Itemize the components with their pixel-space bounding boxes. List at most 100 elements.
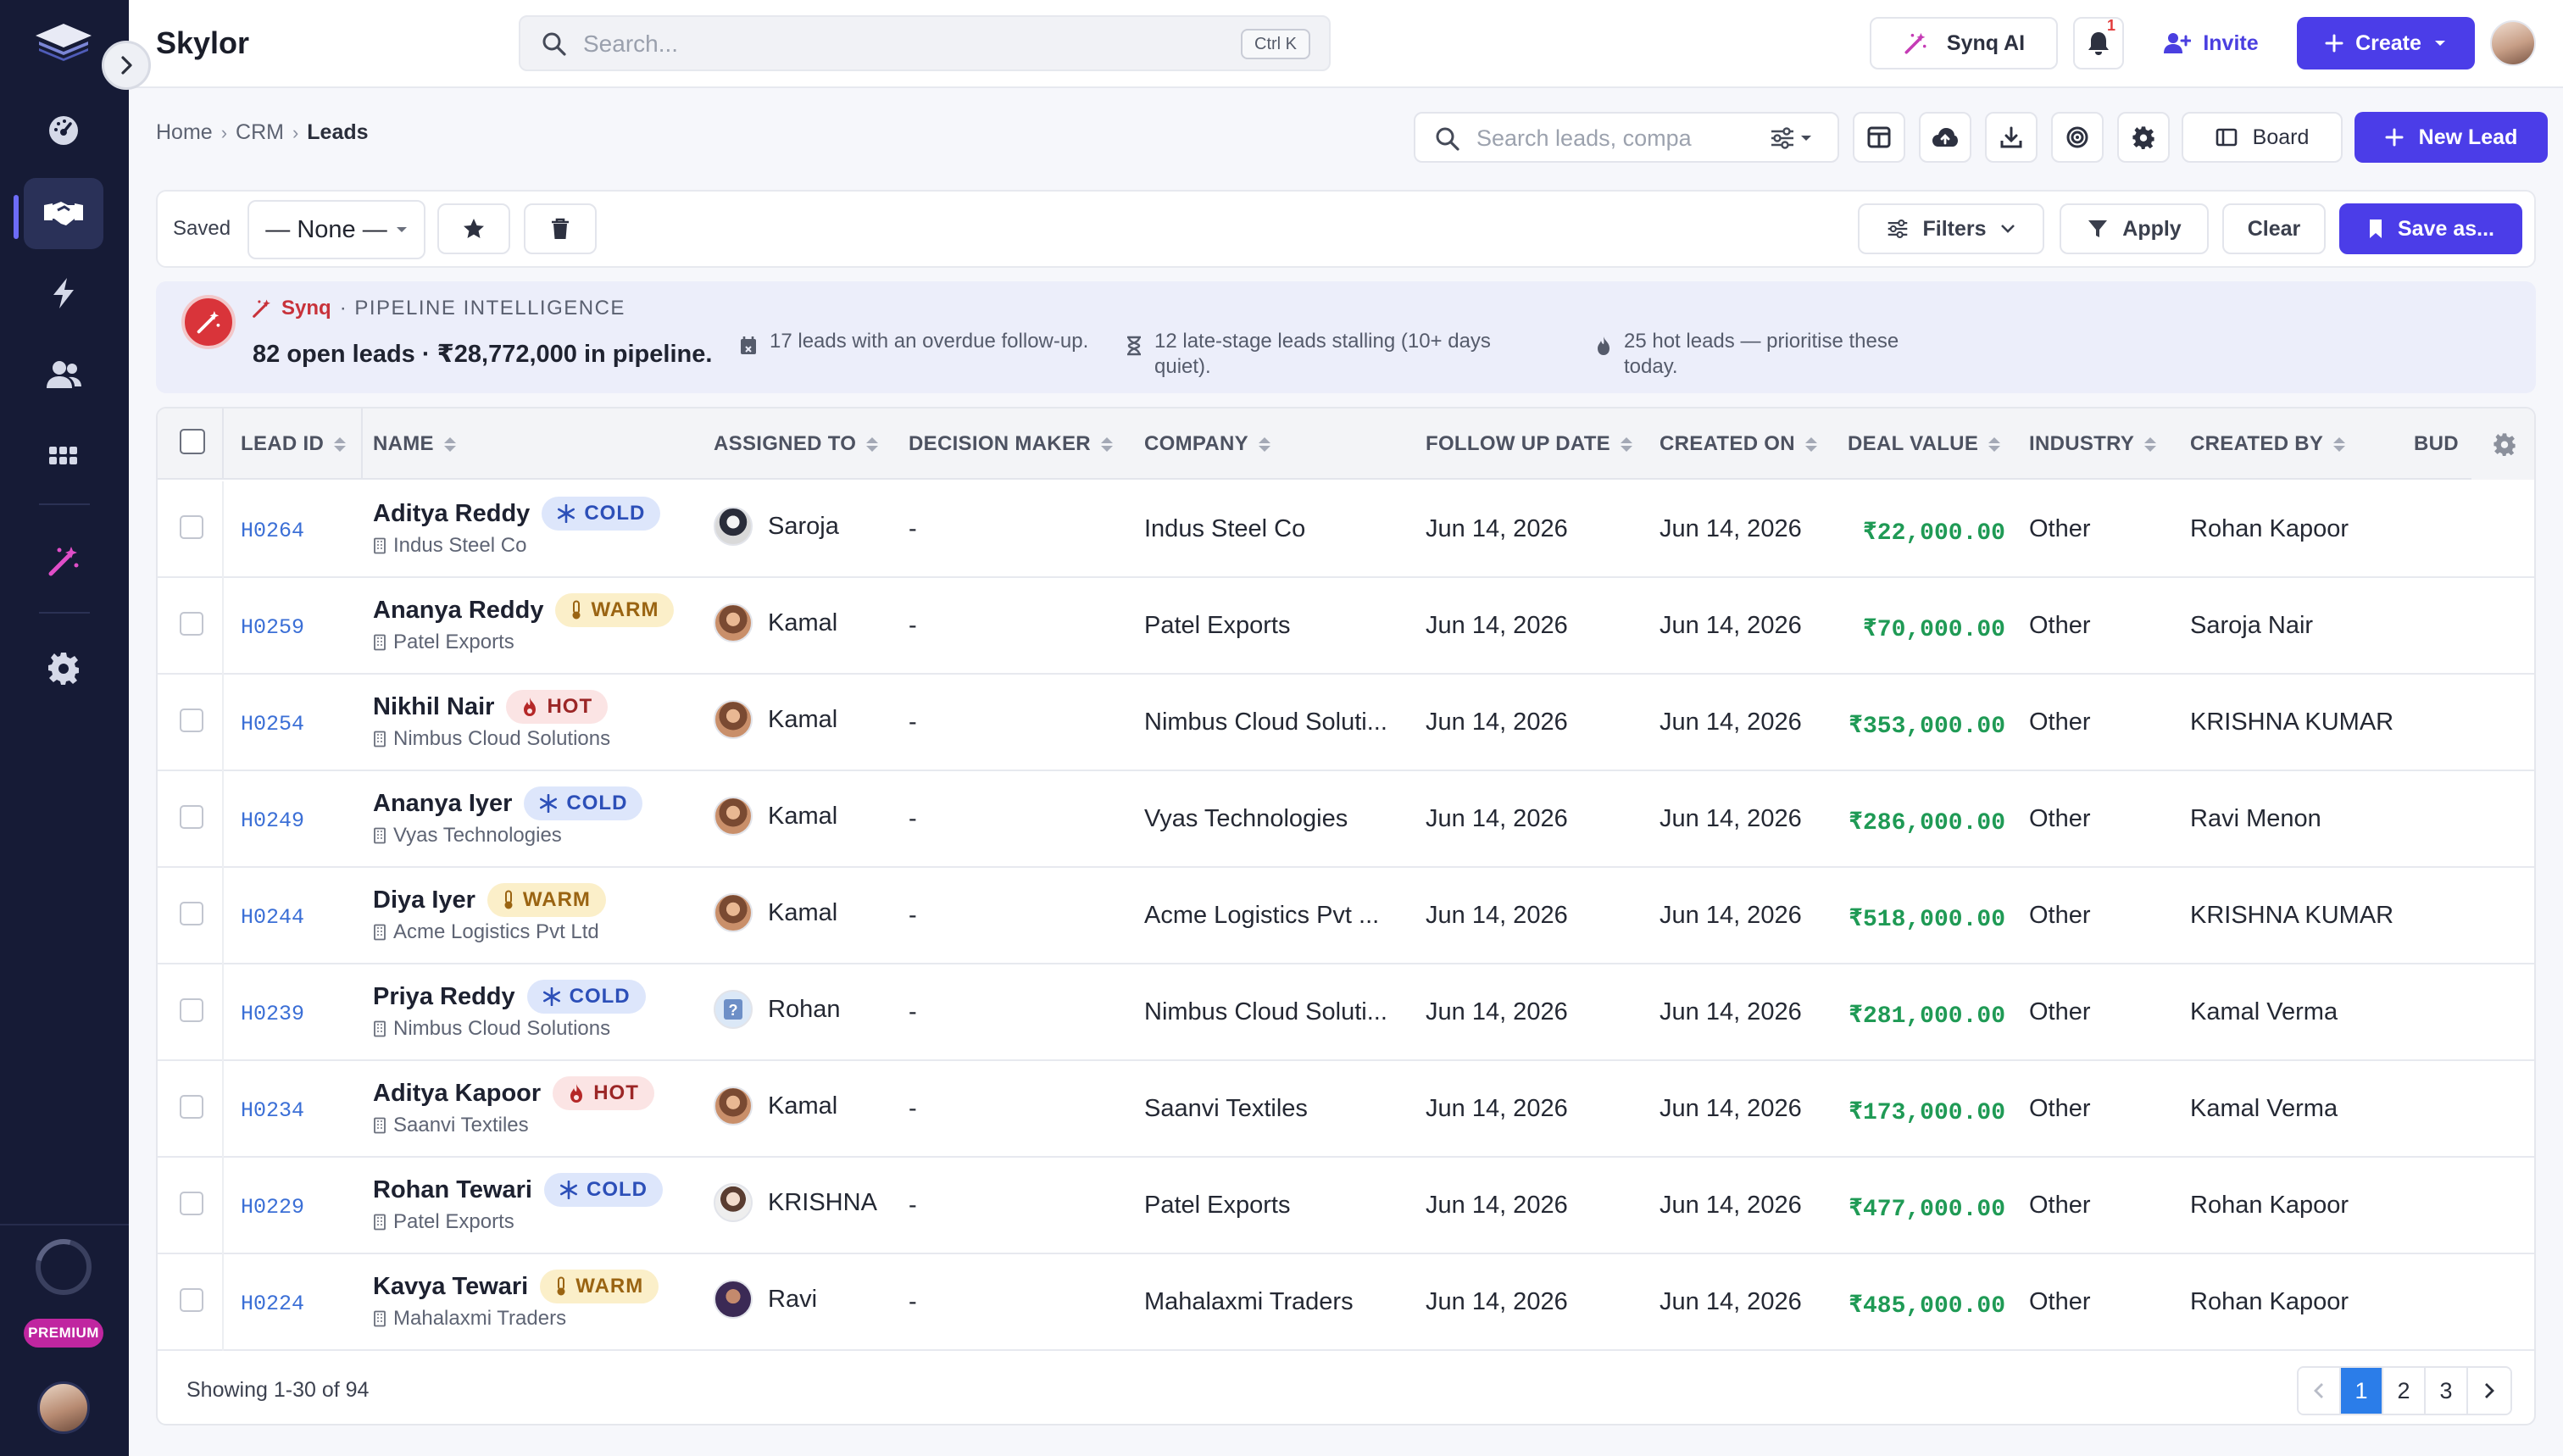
lead-search-input[interactable] [1476,122,1722,154]
lead-id-link[interactable]: H0244 [241,905,305,930]
assigned-to-cell[interactable]: Kamal [714,700,837,739]
search-filter-toggle[interactable] [1770,127,1812,149]
table-row[interactable]: H0239 Priya Reddy COLD Nimbus Cloud Solutio… [158,964,2534,1061]
lead-name-link[interactable]: Nikhil Nair [373,692,495,720]
premium-badge[interactable]: PREMIUM [24,1319,103,1348]
cloud-sync-button[interactable] [1919,112,1971,163]
table-row[interactable]: H0229 Rohan Tewari COLD Patel Exports KRISHN… [158,1158,2534,1254]
assigned-to-cell[interactable]: KRISHNA [714,1183,877,1222]
create-button[interactable]: Create [2297,17,2475,69]
column-header-company[interactable]: COMPANY [1144,408,1270,480]
assigned-to-cell[interactable]: Ravi [714,1280,817,1319]
company-cell[interactable]: Mahalaxmi Traders [1144,1288,1354,1315]
saved-view-select[interactable]: — None — [247,200,425,259]
page-button-3[interactable]: 3 [2426,1368,2468,1414]
lead-name-link[interactable]: Rohan Tewari [373,1175,532,1203]
lead-name-link[interactable]: Diya Iyer [373,886,475,914]
favorite-view-button[interactable] [437,203,510,254]
lead-name-link[interactable]: Ananya Reddy [373,596,544,624]
company-cell[interactable]: Nimbus Cloud Soluti... [1144,998,1387,1025]
row-checkbox[interactable] [180,1095,203,1119]
board-view-button[interactable]: Board [2182,112,2343,163]
global-search[interactable]: Ctrl K [519,15,1331,71]
lead-name-link[interactable]: Aditya Reddy [373,499,531,527]
columns-button[interactable] [1853,112,1905,163]
invite-button[interactable]: Invite [2139,17,2282,69]
profile-avatar[interactable] [2490,20,2536,66]
sidebar-toggle-button[interactable] [102,41,151,90]
app-logo-icon[interactable] [34,22,93,61]
breadcrumb-home[interactable]: Home [156,120,213,144]
row-checkbox[interactable] [180,998,203,1022]
new-lead-button[interactable]: New Lead [2355,112,2548,163]
lead-name-link[interactable]: Kavya Tewari [373,1272,529,1300]
synq-ai-button[interactable]: Synq AI [1870,17,2058,69]
sidebar-item-settings[interactable] [24,632,103,703]
lead-id-link[interactable]: H0239 [241,1002,305,1026]
column-settings-button[interactable] [2471,408,2534,480]
sidebar-item-dashboard[interactable] [24,95,103,166]
table-row[interactable]: H0254 Nikhil Nair HOT Nimbus Cloud Solution… [158,675,2534,771]
assigned-to-cell[interactable]: Saroja [714,507,839,546]
notifications-button[interactable]: 1 [2073,17,2124,69]
lead-id-link[interactable]: H0229 [241,1195,305,1220]
assigned-to-cell[interactable]: ? Rohan [714,990,840,1029]
company-cell[interactable]: Nimbus Cloud Soluti... [1144,709,1387,736]
save-as-button[interactable]: Save as... [2339,203,2522,254]
delete-view-button[interactable] [524,203,597,254]
sidebar-item-ai[interactable] [24,525,103,597]
row-checkbox[interactable] [180,1192,203,1215]
table-row[interactable]: H0234 Aditya Kapoor HOT Saanvi Textiles Kama… [158,1061,2534,1158]
column-header-industry[interactable]: INDUSTRY [2029,408,2157,480]
assigned-to-cell[interactable]: Kamal [714,603,837,642]
sidebar-item-automation[interactable] [24,258,103,329]
company-cell[interactable]: Patel Exports [1144,612,1291,639]
insight-overdue[interactable]: 17 leads with an overdue follow-up. [739,329,1095,356]
user-avatar[interactable] [37,1381,90,1434]
sidebar-item-contacts[interactable] [24,339,103,410]
filters-button[interactable]: Filters [1858,203,2044,254]
row-checkbox[interactable] [180,1288,203,1312]
assigned-to-cell[interactable]: Kamal [714,893,837,932]
lead-search[interactable] [1414,112,1839,163]
column-header-follow-up-date[interactable]: FOLLOW UP DATE [1426,408,1632,480]
column-header-lead-id[interactable]: LEAD ID [241,408,347,480]
page-button-2[interactable]: 2 [2383,1368,2426,1414]
table-row[interactable]: H0259 Ananya Reddy WARM Patel Exports Kamal -… [158,578,2534,675]
lead-id-link[interactable]: H0264 [241,519,305,543]
lead-name-link[interactable]: Ananya Iyer [373,789,513,817]
settings-button[interactable] [2117,112,2170,163]
assigned-to-cell[interactable]: Kamal [714,797,837,836]
lead-id-link[interactable]: H0234 [241,1098,305,1123]
row-checkbox[interactable] [180,515,203,539]
global-search-input[interactable] [583,27,1176,61]
prev-page-button[interactable] [2299,1368,2341,1414]
company-cell[interactable]: Patel Exports [1144,1192,1291,1219]
lead-id-link[interactable]: H0254 [241,712,305,736]
column-header-created-on[interactable]: CREATED ON [1660,408,1817,480]
insight-hot[interactable]: 25 hot leads — prioritise these today. [1595,329,1934,380]
row-checkbox[interactable] [180,902,203,925]
column-header-decision-maker[interactable]: DECISION MAKER [909,408,1113,480]
column-header-created-by[interactable]: CREATED BY [2190,408,2346,480]
row-checkbox[interactable] [180,805,203,829]
next-page-button[interactable] [2468,1368,2510,1414]
column-header-assigned-to[interactable]: ASSIGNED TO [714,408,879,480]
lead-id-link[interactable]: H0224 [241,1292,305,1316]
column-header-deal-value[interactable]: DEAL VALUE [1848,408,2001,480]
table-row[interactable]: H0264 Aditya Reddy COLD Indus Steel Co Saroj… [158,481,2534,578]
company-cell[interactable]: Acme Logistics Pvt ... [1144,902,1380,929]
row-checkbox[interactable] [180,612,203,636]
assigned-to-cell[interactable]: Kamal [714,1086,837,1125]
insight-stalling[interactable]: 12 late-stage leads stalling (10+ days q… [1126,329,1541,380]
page-button-1[interactable]: 1 [2341,1368,2383,1414]
lead-name-link[interactable]: Aditya Kapoor [373,1079,542,1107]
download-button[interactable] [1985,112,2038,163]
sidebar-item-apps[interactable] [24,420,103,492]
company-cell[interactable]: Indus Steel Co [1144,515,1306,542]
lead-id-link[interactable]: H0259 [241,615,305,640]
clear-button[interactable]: Clear [2222,203,2326,254]
target-button[interactable] [2051,112,2104,163]
select-all-checkbox[interactable] [180,429,205,454]
sidebar-item-crm[interactable] [24,178,103,249]
